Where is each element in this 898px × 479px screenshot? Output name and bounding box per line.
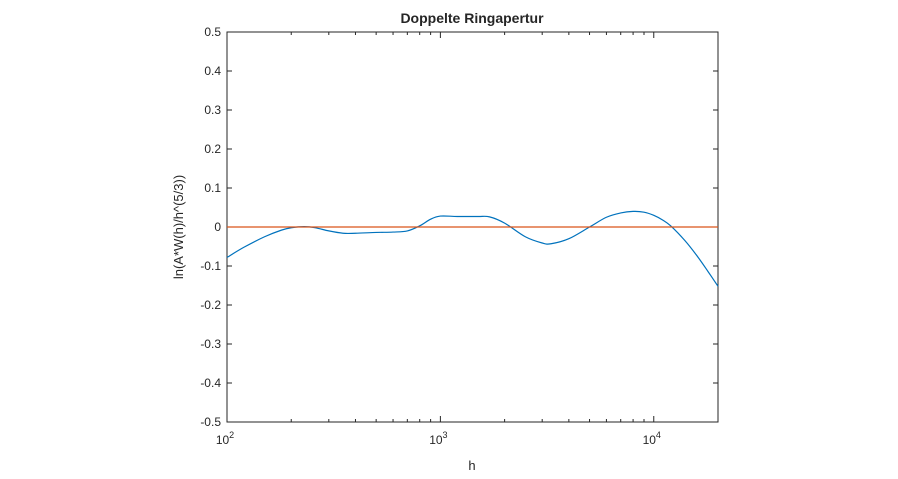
series-line-1 — [226, 210, 719, 287]
y-tick-label: -0.5 — [200, 415, 221, 429]
y-axis-label: ln(A*W(h)/h^(5/3)) — [171, 175, 186, 279]
y-tick-label: 0.4 — [204, 64, 221, 78]
axis-ticks — [226, 31, 719, 423]
x-tick-label-base: 10 — [429, 433, 443, 447]
x-tick-labels: 102 103 104 — [216, 430, 661, 447]
x-tick-label-base: 10 — [643, 433, 657, 447]
x-tick-label: 102 — [216, 430, 234, 447]
x-tick-label-exponent: 3 — [443, 430, 448, 440]
x-tick-label-exponent: 2 — [229, 430, 234, 440]
x-tick-label-base: 10 — [216, 433, 230, 447]
y-tick-label: -0.2 — [200, 298, 221, 312]
y-tick-label: 0.1 — [204, 181, 221, 195]
y-tick-label: -0.4 — [200, 376, 221, 390]
x-axis-label: h — [468, 458, 475, 473]
x-tick-label: 104 — [643, 430, 661, 447]
y-tick-labels: -0.5 -0.4 -0.3 -0.2 -0.1 0 0.1 0.2 0.3 0.4 0.5 — [200, 25, 221, 429]
y-tick-label: -0.3 — [200, 337, 221, 351]
y-tick-label: 0 — [214, 220, 221, 234]
x-tick-label: 103 — [429, 430, 447, 447]
x-tick-label-exponent: 4 — [656, 430, 661, 440]
series-lines — [226, 210, 719, 287]
y-tick-label: 0.5 — [204, 25, 221, 39]
chart-title: Doppelte Ringapertur — [400, 10, 544, 26]
y-tick-label: -0.1 — [200, 259, 221, 273]
y-tick-label: 0.2 — [204, 142, 221, 156]
y-tick-label: 0.3 — [204, 103, 221, 117]
